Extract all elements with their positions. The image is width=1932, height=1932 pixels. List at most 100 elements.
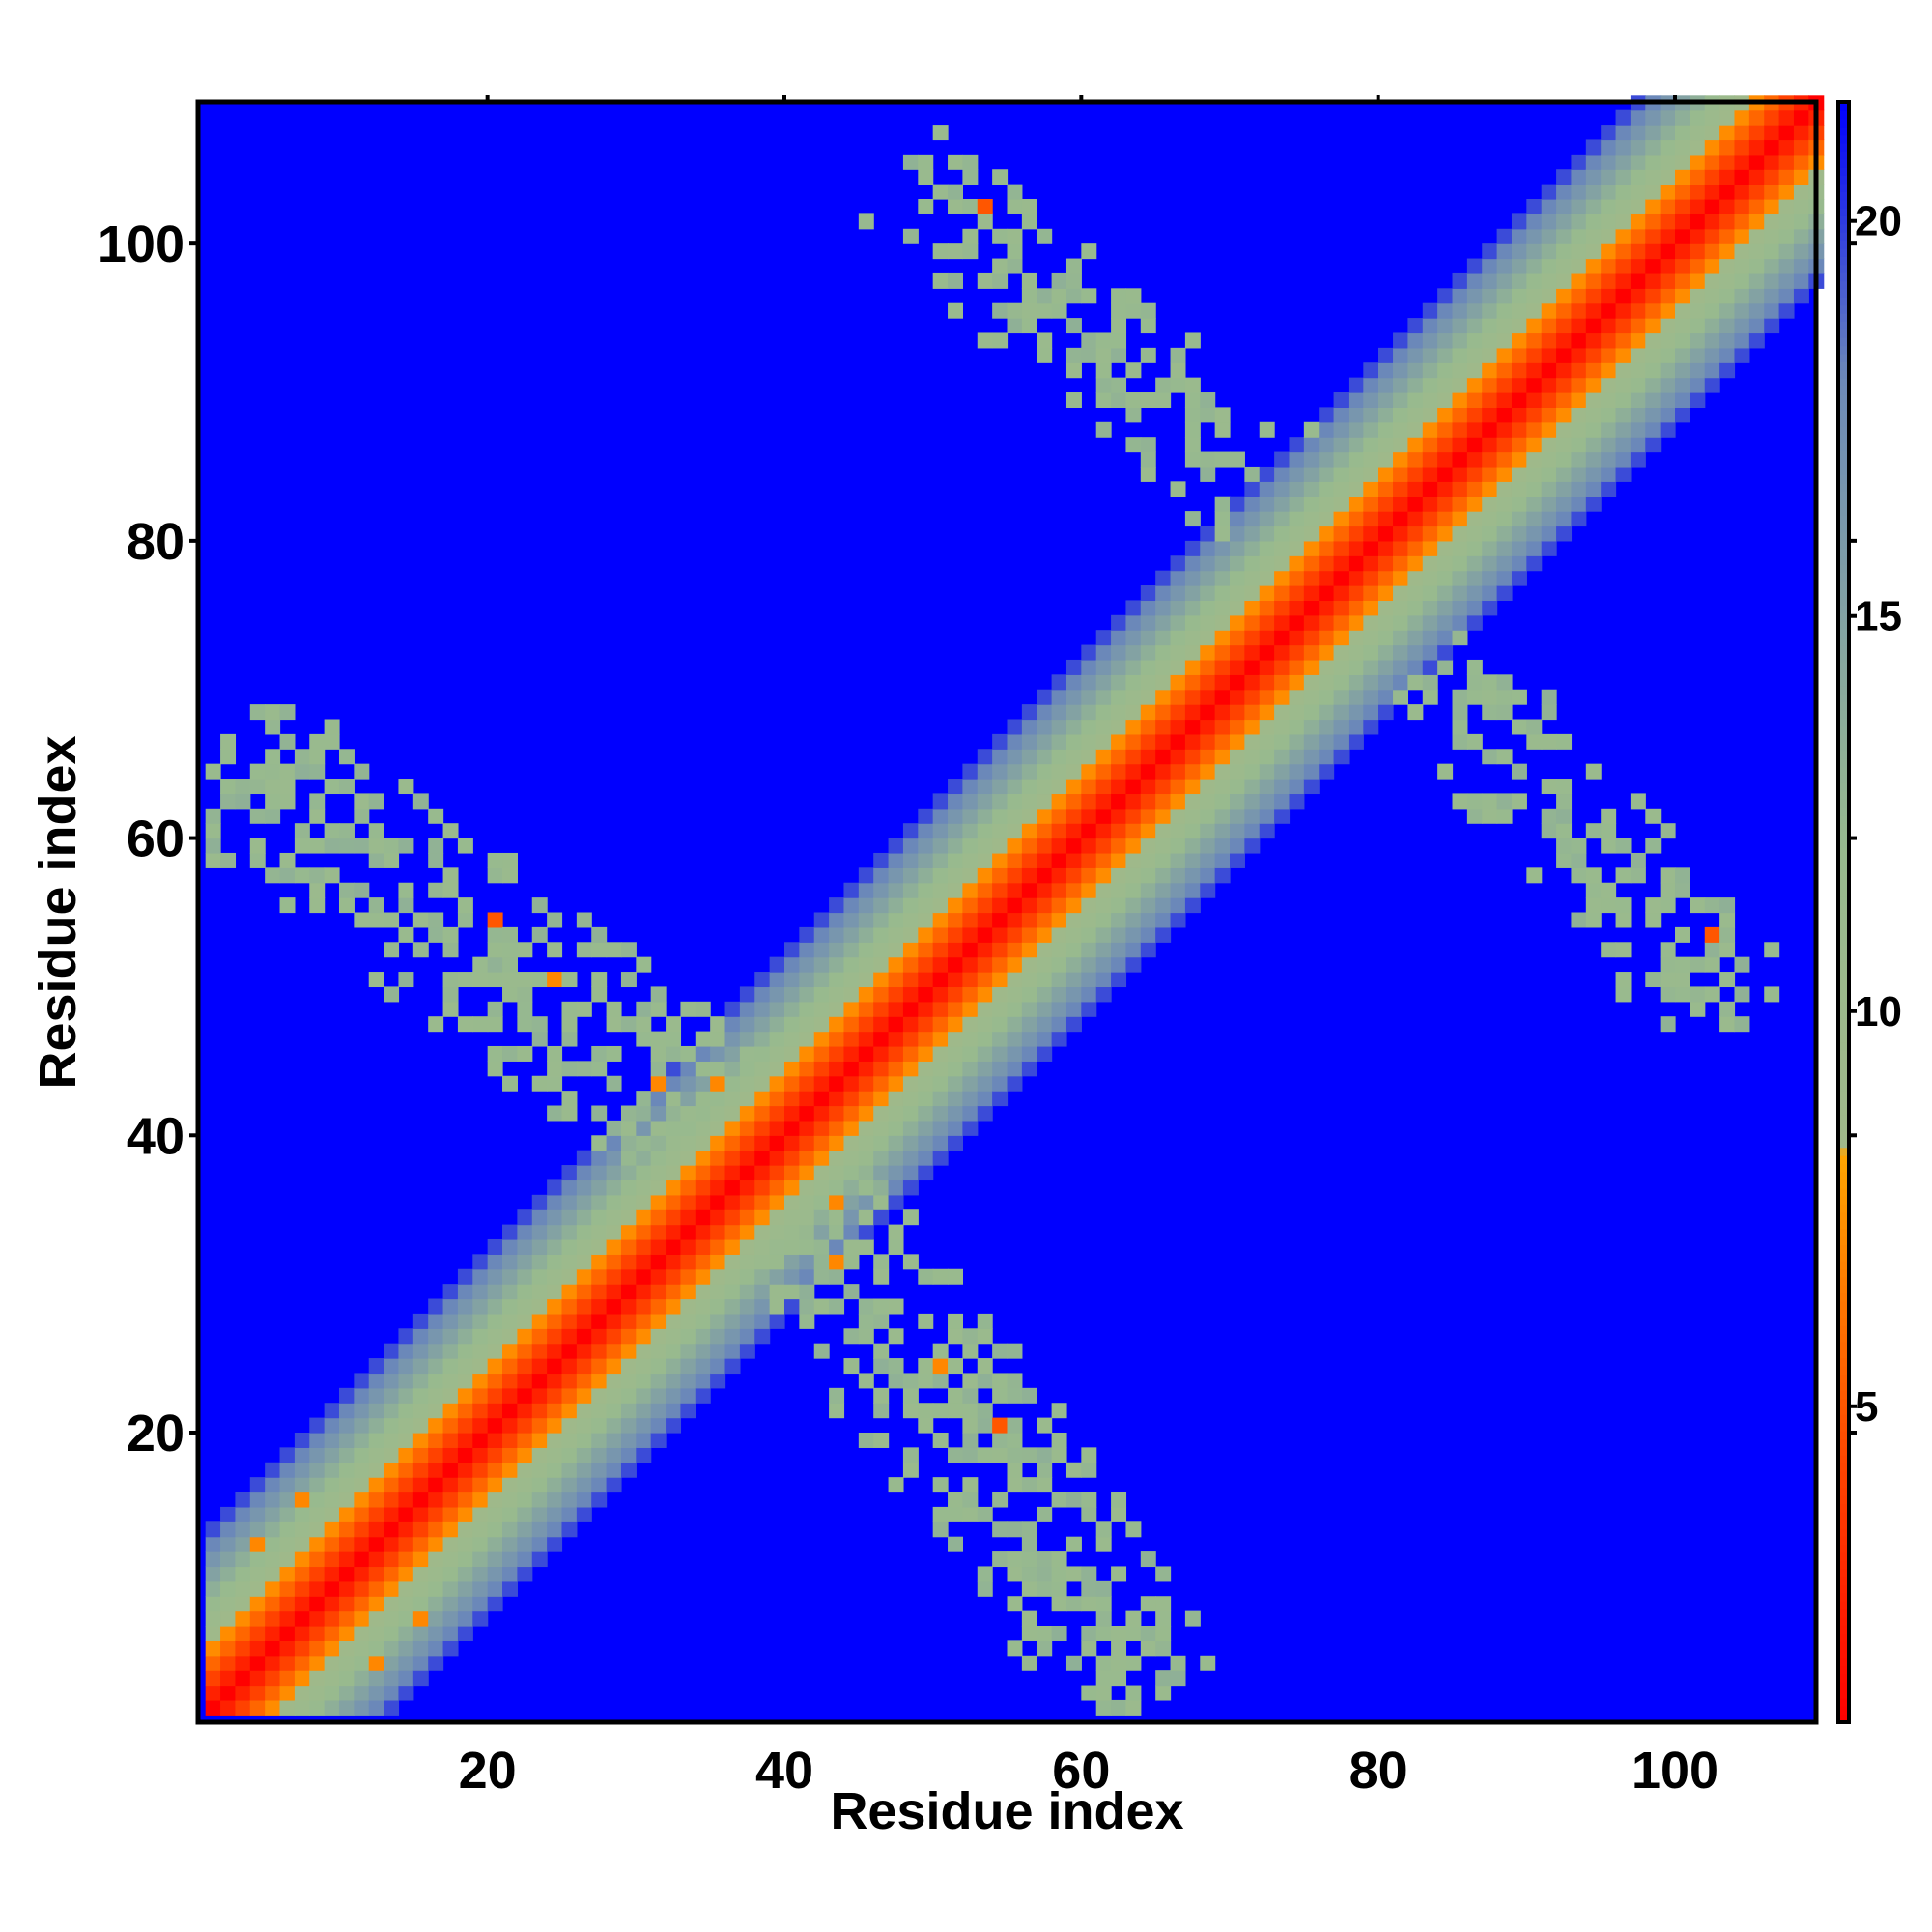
heatmap-cell	[1081, 986, 1097, 1003]
heatmap-cell	[279, 1626, 296, 1641]
heatmap-cell	[695, 1135, 711, 1151]
heatmap-cell	[561, 1061, 578, 1077]
heatmap-cell	[249, 704, 266, 721]
heatmap-cell	[606, 1045, 622, 1062]
heatmap-cell	[384, 912, 400, 928]
heatmap-cell	[1571, 332, 1587, 349]
heatmap-cell	[888, 1358, 904, 1375]
heatmap-cell	[829, 1254, 845, 1270]
heatmap-cell	[354, 1580, 370, 1597]
heatmap-cell	[1422, 659, 1438, 675]
colorbar-segment	[1838, 912, 1849, 922]
heatmap-cell	[1037, 689, 1053, 705]
heatmap-cell	[1081, 867, 1097, 884]
heatmap-cell	[457, 1403, 473, 1419]
heatmap-cell	[1037, 719, 1053, 735]
heatmap-cell	[561, 1254, 578, 1270]
heatmap-cell	[754, 1284, 771, 1300]
heatmap-cell	[442, 1313, 459, 1329]
heatmap-cell	[1378, 362, 1394, 379]
heatmap-cell	[962, 1120, 979, 1136]
heatmap-cell	[829, 1075, 845, 1092]
heatmap-cell	[1778, 243, 1795, 260]
heatmap-cell	[1274, 659, 1291, 675]
heatmap-cell	[1496, 674, 1513, 691]
heatmap-cell	[1021, 1536, 1037, 1552]
heatmap-cell	[1214, 511, 1231, 527]
heatmap-cell	[1615, 302, 1632, 319]
heatmap-cell	[1259, 585, 1275, 602]
heatmap-cell	[1259, 630, 1275, 646]
heatmap-cell	[724, 1179, 741, 1196]
heatmap-cell	[1125, 1626, 1142, 1641]
heatmap-cell	[784, 1031, 800, 1047]
heatmap-cell	[888, 1224, 904, 1240]
heatmap-cell	[1111, 956, 1127, 973]
heatmap-cell	[680, 1224, 696, 1240]
heatmap-cell	[1259, 614, 1275, 631]
heatmap-cell	[962, 1001, 979, 1017]
heatmap-cell	[1482, 362, 1498, 379]
heatmap-cell	[428, 912, 444, 928]
heatmap-cell	[724, 1194, 741, 1210]
heatmap-cell	[1690, 139, 1706, 156]
heatmap-cell	[650, 1105, 667, 1122]
heatmap-cell	[517, 986, 533, 1003]
heatmap-cell	[1065, 779, 1082, 795]
heatmap-cell	[338, 1626, 355, 1641]
heatmap-cell	[1601, 362, 1617, 379]
heatmap-cell	[962, 852, 979, 868]
heatmap-cell	[368, 1417, 384, 1434]
heatmap-cell	[1482, 347, 1498, 363]
heatmap-cell	[918, 1150, 934, 1166]
heatmap-cell	[1111, 972, 1127, 988]
colorbar-segment	[1838, 442, 1849, 452]
heatmap-cell	[1496, 288, 1513, 304]
heatmap-cell	[873, 882, 890, 898]
heatmap-cell	[636, 1403, 652, 1419]
heatmap-cell	[1675, 302, 1690, 319]
heatmap-cell	[487, 1358, 503, 1375]
x-tick-label: 100	[1632, 1742, 1719, 1800]
heatmap-cell	[636, 956, 652, 973]
heatmap-cell	[442, 867, 459, 884]
heatmap-cell	[1690, 258, 1706, 274]
heatmap-cell	[1140, 1626, 1156, 1641]
heatmap-cell	[902, 838, 919, 854]
heatmap-cell	[1719, 332, 1736, 349]
heatmap-cell	[309, 1670, 326, 1687]
heatmap-cell	[1556, 228, 1573, 244]
heatmap-cell	[1170, 912, 1186, 928]
heatmap-cell	[368, 1670, 384, 1687]
heatmap-cell	[265, 1566, 281, 1582]
heatmap-cell	[1140, 585, 1156, 602]
heatmap-cell	[606, 1387, 622, 1404]
heatmap-cell	[873, 1179, 890, 1196]
heatmap-cell	[1585, 288, 1602, 304]
heatmap-cell	[769, 1298, 785, 1315]
heatmap-cell	[1303, 719, 1320, 735]
heatmap-cell	[1778, 169, 1795, 185]
heatmap-cell	[1393, 451, 1409, 468]
heatmap-cell	[754, 1091, 771, 1107]
heatmap-cell	[918, 1165, 934, 1181]
heatmap-cell	[1140, 912, 1156, 928]
heatmap-cell	[754, 986, 771, 1003]
heatmap-cell	[1378, 347, 1394, 363]
heatmap-cell	[1081, 1685, 1097, 1701]
heatmap-cell	[1571, 838, 1587, 854]
heatmap-cell	[932, 243, 949, 260]
heatmap-cell	[1452, 481, 1468, 497]
heatmap-cell	[384, 1610, 400, 1627]
heatmap-cell	[1081, 779, 1097, 795]
heatmap-cell	[1363, 659, 1379, 675]
heatmap-cell	[1348, 644, 1364, 661]
colorbar-segment	[1838, 1608, 1849, 1618]
heatmap-cell	[1200, 407, 1216, 423]
heatmap-cell	[1065, 733, 1082, 750]
heatmap-cell	[710, 1075, 726, 1092]
heatmap-cell	[724, 1268, 741, 1285]
heatmap-cell	[754, 1031, 771, 1047]
colorbar-segment	[1838, 661, 1849, 670]
heatmap-cell	[1230, 526, 1245, 542]
